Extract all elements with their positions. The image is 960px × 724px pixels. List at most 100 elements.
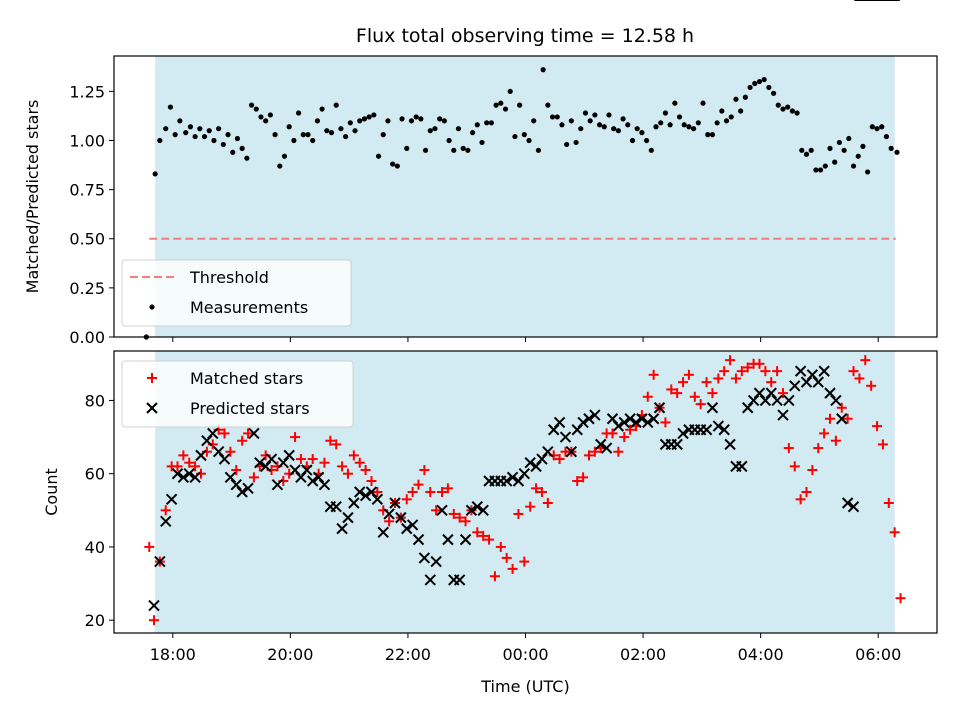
measurement-point	[244, 155, 250, 161]
measurement-point	[643, 137, 650, 144]
measurement-point	[794, 110, 800, 116]
measurement-point	[526, 137, 532, 144]
ratio-panel: 0.00 0.25 0.50 0.75 1.00 1.25 Matched/Predict…	[23, 55, 938, 347]
matched-star-point	[583, 450, 594, 461]
matched-star-point	[337, 461, 348, 472]
matched-star-point	[331, 439, 342, 450]
bottom-x-ticks: 18:00 20:00 22:00 00:00 02:00 04:00 06:00	[150, 633, 901, 664]
matched-star-point	[478, 530, 489, 541]
top-x-ticks	[172, 337, 879, 342]
measurement-point	[827, 145, 833, 151]
predicted-star-point	[606, 413, 619, 425]
predicted-star-point	[624, 413, 636, 425]
predicted-star-point	[736, 460, 748, 473]
top-legend: Threshold Measurements	[121, 259, 352, 327]
matched-star-point	[742, 362, 753, 373]
measurement-point	[394, 163, 400, 169]
predicted-star-point	[418, 552, 431, 564]
matched-star-point	[819, 428, 830, 439]
legend-x-marker	[146, 402, 158, 414]
predicted-star-point	[424, 574, 436, 586]
predicted-star-point	[559, 431, 572, 443]
x-tick-label: 06:00	[855, 645, 901, 664]
predicted-star-point	[548, 424, 560, 436]
matched-star-point	[642, 391, 653, 402]
predicted-star-point	[636, 413, 648, 425]
predicted-star-point	[154, 555, 166, 568]
predicted-star-point	[512, 475, 525, 487]
measurement-point	[408, 118, 415, 124]
measurement-point	[192, 133, 198, 140]
predicted-star-point	[653, 402, 666, 414]
predicted-star-point	[542, 446, 554, 458]
measurement-point	[742, 94, 748, 100]
measurement-point	[756, 78, 763, 85]
x-tick-label: 20:00	[267, 645, 313, 664]
measurement-point	[888, 145, 894, 151]
measurement-point	[163, 126, 169, 132]
measurement-point	[634, 126, 640, 132]
matched-star-point	[501, 552, 512, 563]
predicted-star-point	[759, 394, 772, 407]
predicted-star-point	[342, 511, 354, 524]
measurement-point	[582, 110, 589, 116]
predicted-star-point	[536, 453, 548, 465]
measurement-points	[143, 67, 900, 340]
predicted-star-point	[265, 453, 278, 465]
measurement-point	[686, 124, 692, 130]
predicted-star-point	[301, 464, 313, 476]
measurement-point	[220, 141, 226, 148]
measurement-point	[653, 124, 659, 130]
matched-star-point	[325, 435, 336, 446]
predicted-star-point	[371, 493, 384, 506]
measurement-point	[841, 147, 847, 153]
measurement-point	[860, 143, 866, 149]
measurement-point	[615, 128, 621, 134]
measurement-point	[700, 100, 706, 106]
matched-star-point	[736, 366, 747, 377]
x-axis-label: Time (UTC)	[480, 677, 569, 696]
matched-star-point	[701, 377, 712, 388]
matched-star-point	[148, 615, 159, 626]
measurement-point	[469, 130, 476, 136]
measurement-point	[836, 139, 843, 146]
predicted-star-point	[583, 413, 595, 425]
legend-predicted-label: Predicted stars	[190, 399, 310, 418]
predicted-star-point	[306, 475, 319, 487]
measurement-point	[328, 130, 335, 136]
measurement-point	[559, 122, 565, 128]
measurement-point	[832, 159, 838, 165]
matched-star-point	[178, 450, 189, 461]
y-tick-label: 80	[85, 391, 105, 410]
measurement-point	[545, 102, 551, 108]
measurement-point	[216, 126, 222, 132]
predicted-star-point	[406, 519, 419, 531]
measurement-point	[714, 120, 720, 126]
top-y-ticks: 0.00 0.25 0.50 0.75 1.00 1.25	[69, 82, 114, 347]
matched-star-point	[354, 457, 365, 468]
matched-star-point	[689, 391, 700, 402]
predicted-star-point	[577, 416, 589, 429]
measurement-point	[719, 108, 725, 114]
measurement-point	[291, 137, 297, 144]
measurement-point	[540, 67, 546, 73]
matched-star-point	[437, 487, 448, 497]
measurement-point	[172, 132, 178, 138]
measurement-point	[310, 137, 316, 144]
predicted-star-point	[612, 420, 625, 432]
matched-star-point	[607, 428, 618, 439]
measurement-point	[177, 118, 183, 124]
legend-plus-marker	[147, 373, 157, 383]
y-tick-label: 20	[85, 611, 105, 630]
matched-star-point	[225, 446, 236, 457]
matched-star-point	[707, 388, 718, 399]
measurement-point	[662, 110, 669, 116]
measurement-point	[818, 167, 824, 173]
matched-star-point	[425, 487, 436, 497]
predicted-star-point	[224, 471, 237, 484]
matched-star-point	[795, 494, 806, 505]
measurement-point	[517, 102, 523, 108]
measurement-point	[709, 132, 716, 138]
measurement-point	[380, 132, 386, 138]
